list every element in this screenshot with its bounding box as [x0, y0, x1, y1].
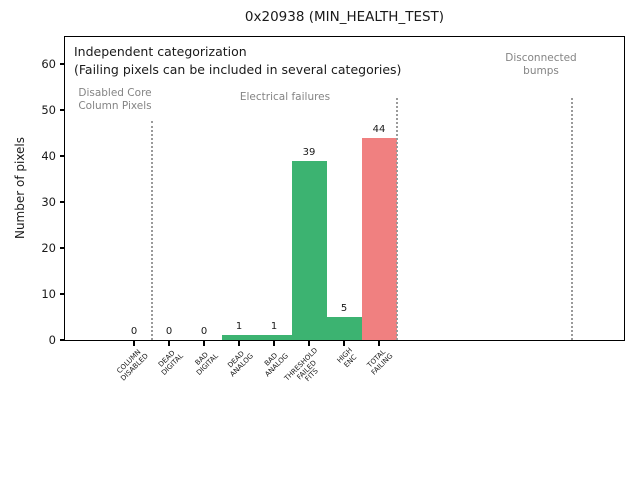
section-divider [395, 98, 398, 340]
x-tick-label-dead-digital: DEAD DIGITAL [156, 348, 185, 377]
bar-bad-analog [256, 335, 292, 340]
x-tick-label-high-enc: HIGH ENC [335, 346, 359, 369]
chart-title: 0x20938 (MIN_HEALTH_TEST) [244, 9, 445, 25]
x-tick-mark [273, 341, 275, 346]
bar-value-label: 1 [270, 321, 278, 333]
x-tick-mark [343, 341, 345, 346]
y-tick-label: 60 [41, 57, 56, 72]
bar-value-label: 5 [340, 303, 348, 315]
bar-threshold-failed-fits [291, 160, 327, 340]
y-tick-label: 50 [41, 103, 56, 118]
y-tick-label: 0 [48, 333, 56, 347]
y-tick-mark [60, 109, 65, 111]
y-tick-label: 30 [41, 195, 56, 210]
bar-value-label: 0 [130, 326, 138, 337]
x-tick-mark [238, 341, 240, 346]
x-tick-mark [203, 341, 205, 346]
annotation-line-1: Independent categorization [74, 44, 247, 59]
y-tick-label: 10 [41, 287, 56, 302]
bar-high-enc [326, 317, 362, 340]
y-tick-mark [60, 339, 65, 341]
y-tick-mark [60, 247, 65, 249]
plot-border [64, 36, 625, 341]
bar-value-label: 44 [372, 123, 386, 135]
section-divider [150, 121, 153, 340]
x-tick-mark [378, 341, 380, 346]
annotation-line-2: (Failing pixels can be included in sever… [74, 62, 402, 77]
x-tick-label-bad-digital: BAD DIGITAL [193, 350, 220, 377]
x-tick-label-column-disabled: COLUMN DISABLED [115, 348, 150, 383]
bar-total-failing [361, 137, 397, 340]
bar-value-label: 39 [302, 146, 316, 158]
bar-value-label: 0 [200, 326, 208, 337]
x-tick-label-threshold-failed-fits: THRESHOLD FAILED FITS [282, 346, 320, 384]
bar-value-label: 0 [165, 326, 173, 337]
section-label-disconnected-bumps: Disconnected bumps [505, 52, 577, 77]
x-tick-mark [168, 341, 170, 346]
section-label-electrical-failures: Electrical failures [239, 91, 331, 103]
y-tick-mark [60, 155, 65, 157]
x-tick-label-dead-analog: DEAD ANALOG [225, 349, 255, 379]
plot-area: Independent categorization (Failing pixe… [64, 36, 625, 341]
x-tick-mark [308, 341, 310, 346]
x-tick-mark [133, 341, 135, 346]
y-tick-label: 40 [41, 149, 56, 164]
y-tick-mark [60, 201, 65, 203]
section-label-disabled-core-column-pixels: Disabled Core Column Pixels [78, 87, 152, 112]
y-tick-mark [60, 63, 65, 65]
y-tick-mark [60, 293, 65, 295]
y-tick-label: 20 [41, 241, 56, 256]
x-tick-label-total-failing: TOTAL FAILING [365, 347, 395, 377]
section-divider [570, 98, 573, 340]
bar-dead-analog [221, 335, 257, 340]
bar-value-label: 1 [235, 321, 243, 333]
